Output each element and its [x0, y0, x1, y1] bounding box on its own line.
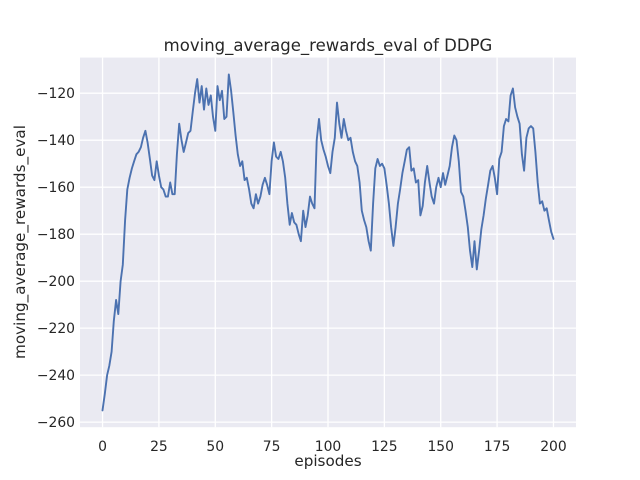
y-tick-label: −140 — [37, 133, 75, 149]
y-tick-label: −260 — [37, 415, 75, 431]
y-tick-label: −120 — [37, 86, 75, 102]
x-tick-label: 25 — [150, 439, 168, 455]
x-tick-label: 0 — [98, 439, 107, 455]
x-tick-label: 125 — [371, 439, 398, 455]
y-axis-label: moving_average_rewards_eval — [11, 125, 29, 359]
y-tick-label: −180 — [37, 227, 75, 243]
x-tick-label: 75 — [263, 439, 281, 455]
x-tick-label: 175 — [484, 439, 511, 455]
y-tick-label: −220 — [37, 321, 75, 337]
y-tick-label: −240 — [37, 368, 75, 384]
x-axis-label: episodes — [294, 452, 362, 470]
y-tick-label: −200 — [37, 274, 75, 290]
y-tick-label: −160 — [37, 180, 75, 196]
x-tick-label: 200 — [540, 439, 567, 455]
x-tick-label: 100 — [315, 439, 342, 455]
x-tick-label: 50 — [206, 439, 224, 455]
x-tick-label: 150 — [427, 439, 454, 455]
chart-title: moving_average_rewards_eval of DDPG — [163, 36, 493, 55]
data-line — [101, 73, 555, 412]
